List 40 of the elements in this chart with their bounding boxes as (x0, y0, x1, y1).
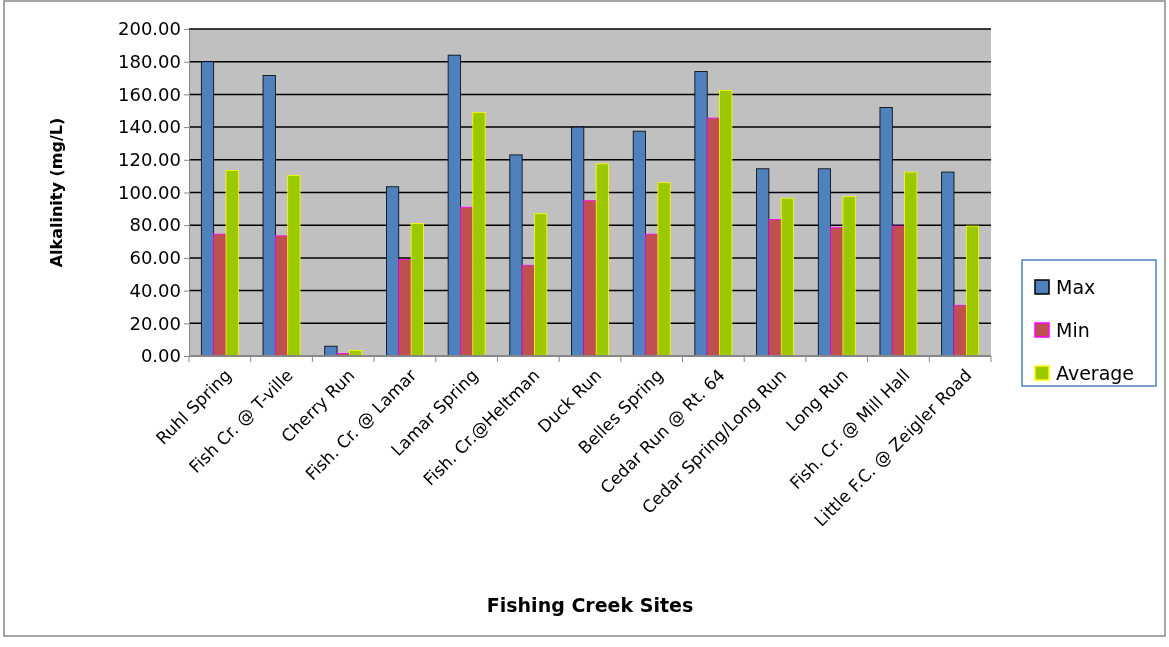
y-tick-label: 80.00 (129, 214, 181, 236)
bar (472, 111, 486, 357)
legend-label: Min (1056, 319, 1090, 341)
y-tick-label: 40.00 (129, 279, 181, 301)
y-tick-label: 160.00 (118, 83, 181, 105)
bar (287, 174, 301, 357)
bar (842, 196, 856, 357)
bar (657, 182, 671, 357)
y-tick-label: 180.00 (118, 50, 181, 72)
bar (830, 227, 844, 357)
y-tick-label: 100.00 (118, 181, 181, 203)
bar (583, 200, 597, 357)
bar (213, 233, 227, 357)
legend-label: Max (1056, 276, 1096, 298)
bar (719, 89, 733, 357)
y-tick-label: 60.00 (129, 247, 181, 269)
bar (706, 117, 720, 357)
bar (768, 219, 782, 357)
y-tick-label: 140.00 (118, 116, 181, 138)
y-tick-label: 200.00 (118, 18, 181, 40)
bar (225, 170, 239, 357)
bar (645, 233, 659, 357)
bar (953, 304, 967, 357)
bar (274, 235, 289, 357)
bar (780, 197, 794, 357)
bar (595, 163, 609, 357)
y-tick-label: 20.00 (129, 312, 181, 334)
bar (891, 225, 906, 357)
legend-label: Average (1056, 362, 1135, 384)
bar (904, 171, 918, 357)
bar (534, 213, 548, 357)
bar (410, 223, 424, 357)
bar (460, 206, 474, 357)
y-axis-title: Alkalinity (mg/L) (47, 117, 66, 268)
bar (965, 225, 980, 357)
y-tick-label: 120.00 (118, 149, 181, 171)
x-axis-title: Fishing Creek Sites (486, 594, 694, 616)
y-tick-label: 0.00 (140, 345, 181, 367)
bar (521, 264, 535, 357)
bar (398, 259, 412, 357)
